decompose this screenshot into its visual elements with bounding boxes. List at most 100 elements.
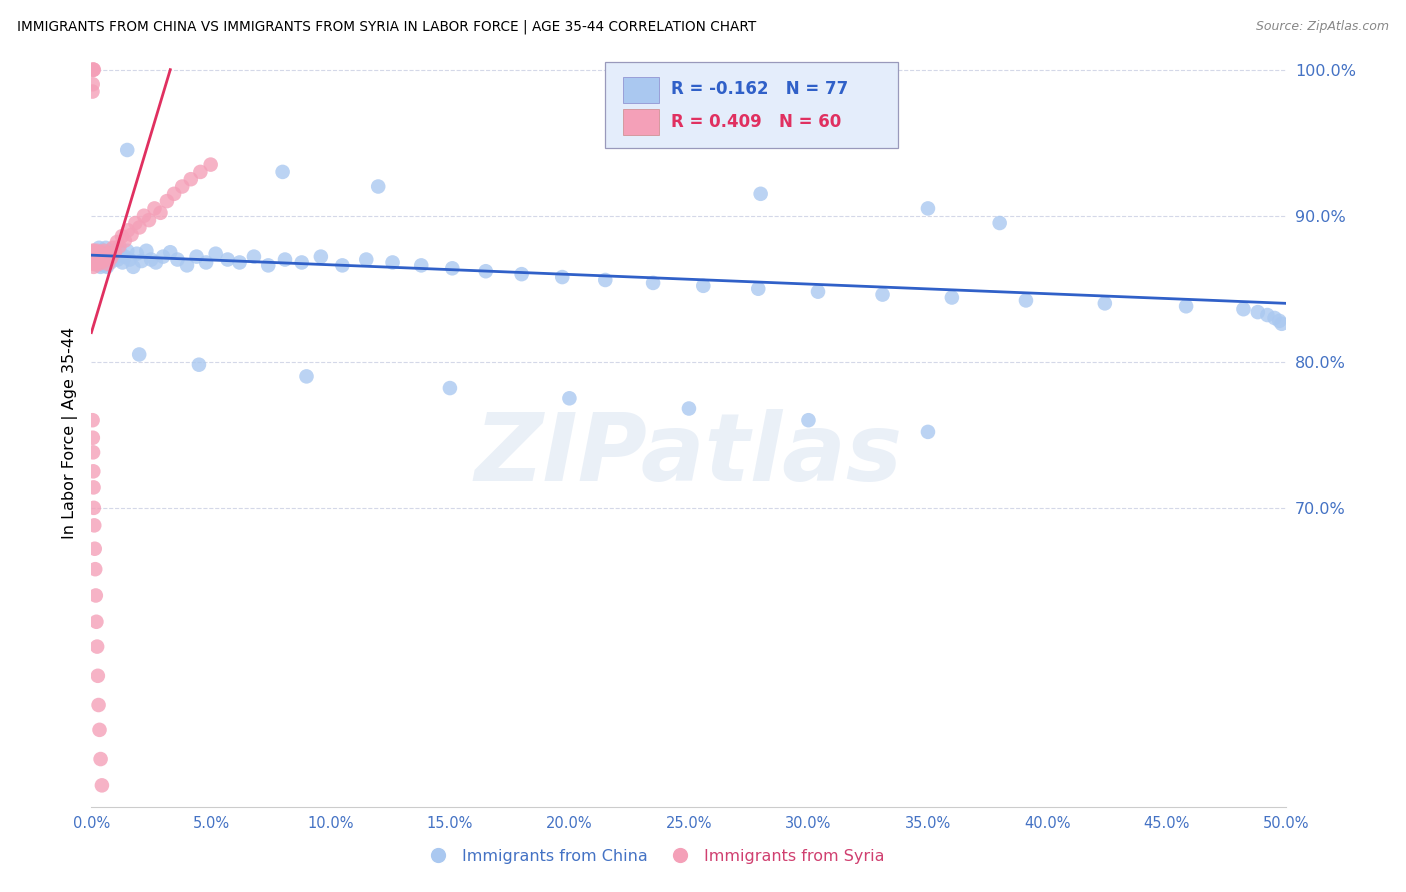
Point (105, 235, 128, 249)
Point (152, 250, 174, 264)
Point (82, 244, 104, 258)
Text: IMMIGRANTS FROM CHINA VS IMMIGRANTS FROM SYRIA IN LABOR FORCE | AGE 35-44 CORREL: IMMIGRANTS FROM CHINA VS IMMIGRANTS FROM… (17, 20, 756, 34)
Point (82, 246, 104, 260)
Point (90, 254, 112, 268)
Point (82, 62, 104, 77)
Point (118, 252, 141, 267)
Point (1247, 305, 1270, 319)
Point (91, 250, 114, 264)
Point (128, 347, 150, 361)
Point (381, 255, 404, 269)
Point (93, 255, 114, 269)
Point (988, 216, 1011, 230)
Point (83, 500, 105, 515)
Point (917, 202, 939, 216)
Point (115, 244, 138, 258)
Point (91, 250, 114, 264)
Point (89, 723, 111, 737)
Point (83, 252, 105, 267)
Point (145, 255, 167, 269)
Point (1268, 314, 1291, 328)
Point (797, 413, 820, 427)
Point (309, 250, 332, 264)
Point (83, 480, 105, 494)
Point (111, 229, 134, 244)
Text: R = -0.162   N = 77: R = -0.162 N = 77 (671, 80, 848, 98)
Point (176, 259, 198, 273)
Point (163, 186, 186, 201)
Point (83, 518, 105, 533)
Point (411, 259, 433, 273)
Point (82, 254, 104, 268)
Point (96, 252, 118, 267)
Point (82, 445, 104, 459)
Point (135, 244, 157, 258)
Point (143, 202, 166, 216)
Point (89, 251, 111, 265)
Point (97, 254, 120, 268)
Point (86, 615, 108, 629)
Point (82, 431, 104, 445)
Text: Source: ZipAtlas.com: Source: ZipAtlas.com (1256, 20, 1389, 33)
FancyBboxPatch shape (605, 62, 898, 148)
Point (271, 165, 294, 179)
Point (83, 244, 105, 258)
Point (941, 291, 963, 305)
Point (132, 209, 155, 223)
Point (82, 464, 104, 478)
Point (84, 245, 107, 260)
Point (1264, 310, 1286, 325)
Point (291, 255, 314, 269)
Text: R = 0.409   N = 60: R = 0.409 N = 60 (671, 112, 841, 130)
Point (1256, 308, 1278, 322)
Point (94, 241, 117, 255)
Point (115, 143, 138, 157)
Point (97, 257, 120, 271)
Point (747, 282, 769, 296)
Point (558, 392, 581, 406)
Point (166, 252, 188, 267)
Point (159, 245, 181, 260)
Point (100, 246, 122, 260)
Point (82, 248, 104, 262)
Point (82, 255, 104, 269)
Point (93, 252, 115, 267)
Point (104, 250, 127, 264)
Point (257, 259, 280, 273)
Point (217, 252, 239, 267)
Point (274, 252, 297, 267)
Point (749, 186, 772, 201)
Point (83, 248, 105, 262)
Point (1094, 296, 1116, 310)
Point (87, 246, 110, 260)
Point (84, 589, 107, 603)
Point (83, 260, 105, 274)
Point (87, 252, 110, 267)
Point (121, 227, 143, 242)
Point (84, 251, 107, 265)
Point (100, 255, 122, 269)
Point (89, 255, 111, 269)
Point (678, 401, 700, 416)
Bar (623, 77, 659, 103)
Point (101, 252, 124, 267)
Point (243, 250, 266, 264)
Point (89, 251, 111, 265)
Point (91, 254, 114, 268)
Bar (623, 109, 659, 136)
Point (83, 257, 105, 271)
Point (228, 255, 250, 269)
Point (180, 172, 202, 186)
Point (441, 261, 464, 276)
Point (87, 669, 110, 683)
Point (91, 244, 114, 258)
Point (90, 246, 112, 260)
Point (108, 239, 131, 253)
Point (98, 244, 121, 258)
Point (83, 541, 105, 556)
Point (82, 245, 104, 260)
Point (131, 254, 153, 268)
Text: ZIPatlas: ZIPatlas (475, 409, 903, 501)
Point (84, 255, 107, 269)
Point (98, 246, 121, 260)
